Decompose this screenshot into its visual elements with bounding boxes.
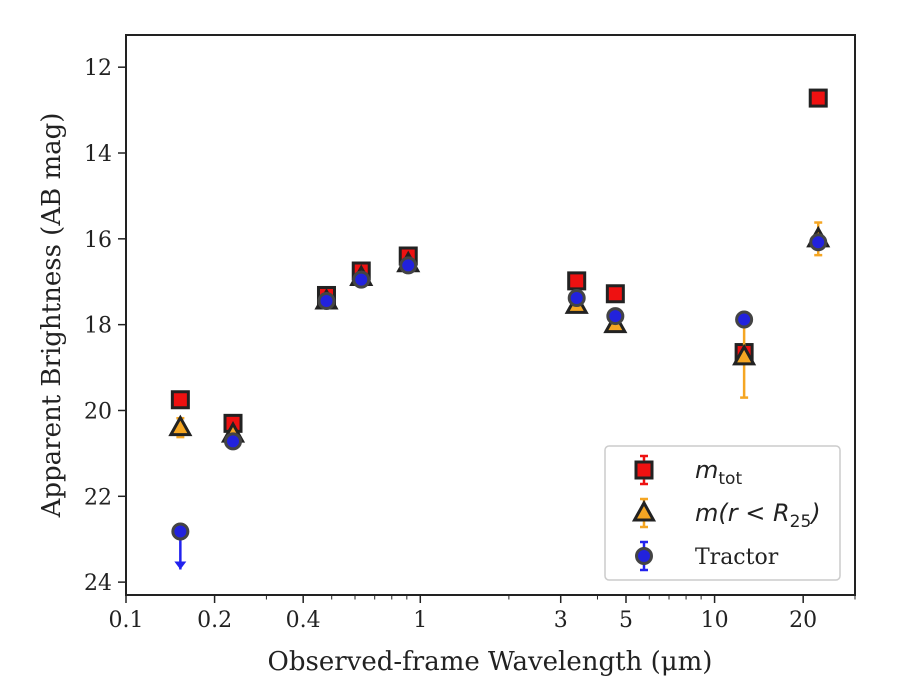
point-2-2 bbox=[317, 292, 336, 311]
series-1 bbox=[168, 221, 831, 443]
series-2 bbox=[171, 233, 828, 570]
y-tick-label-4: 20 bbox=[84, 399, 112, 424]
legend-marker-0 bbox=[634, 460, 654, 480]
point-2-4 bbox=[399, 256, 418, 275]
point-2-5 bbox=[567, 289, 586, 308]
point-1-0 bbox=[168, 414, 193, 437]
upper-limit-arrowhead-2-0 bbox=[174, 561, 187, 570]
point-2-1 bbox=[224, 432, 243, 451]
plot-frame bbox=[125, 34, 856, 596]
point-0-5 bbox=[567, 271, 587, 291]
y-tick-label-1: 14 bbox=[84, 142, 112, 167]
x-tick-label-5: 5 bbox=[619, 608, 633, 633]
y-axis-label: Apparent Brightness (AB mag) bbox=[37, 113, 67, 519]
y-tick-label-2: 16 bbox=[84, 228, 112, 253]
x-tick-label-2: 0.4 bbox=[286, 608, 321, 633]
point-0-8 bbox=[808, 88, 828, 108]
legend-item-1: m(r < R25) bbox=[631, 497, 821, 532]
x-tick-label-1: 0.2 bbox=[197, 608, 232, 633]
legend-label-1: m(r < R25) bbox=[695, 499, 821, 532]
x-tick-label-6: 10 bbox=[701, 608, 729, 633]
x-tick-label-3: 1 bbox=[413, 608, 427, 633]
legend-item-0: mtot bbox=[634, 454, 742, 489]
data-marks-layer bbox=[168, 88, 831, 570]
y-tick-label-6: 24 bbox=[84, 571, 112, 596]
x-tick-label-0: 0.1 bbox=[109, 608, 144, 633]
x-tick-label-4: 3 bbox=[554, 608, 568, 633]
x-tick-label-7: 20 bbox=[789, 608, 817, 633]
legend-marker-1 bbox=[631, 499, 657, 522]
point-2-0 bbox=[171, 522, 190, 541]
legend-box bbox=[604, 445, 841, 581]
point-0-6 bbox=[605, 284, 625, 304]
y-tick-label-3: 18 bbox=[84, 314, 112, 339]
x-axis-label: Observed-frame Wavelength (μm) bbox=[268, 647, 713, 677]
point-2-6 bbox=[606, 307, 625, 326]
series-0 bbox=[170, 88, 828, 433]
point-1-7 bbox=[732, 343, 757, 366]
legend: mtot m(r < R25) Tractor bbox=[604, 445, 841, 581]
legend-label-0: mtot bbox=[695, 456, 742, 489]
legend-item-2: Tractor bbox=[635, 540, 779, 572]
point-2-7 bbox=[735, 310, 754, 329]
y-tick-label-0: 12 bbox=[84, 56, 112, 81]
y-tick-label-5: 22 bbox=[84, 485, 112, 510]
point-0-0 bbox=[170, 390, 190, 410]
point-2-8 bbox=[809, 233, 828, 252]
legend-marker-2 bbox=[635, 547, 653, 565]
legend-label-2: Tractor bbox=[695, 545, 779, 570]
point-2-3 bbox=[352, 270, 371, 289]
axes-layer: 0.1 0.2 0.4 1 3 5 10 20 12 14 16 18 20 22 24 bbox=[84, 34, 856, 633]
